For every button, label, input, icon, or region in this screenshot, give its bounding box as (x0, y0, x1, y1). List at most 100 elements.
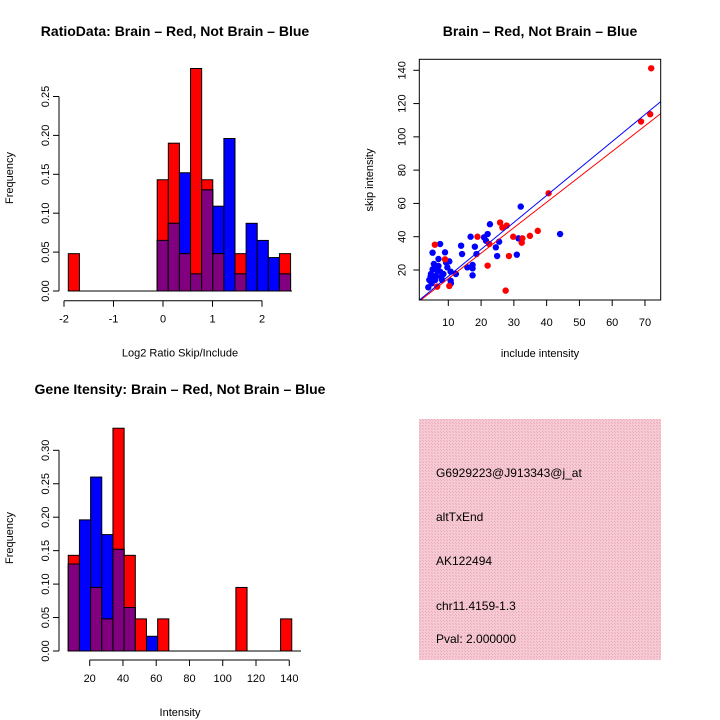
x-tick-label: 100 (214, 673, 232, 685)
y-axis-label: skip intensity (364, 148, 376, 211)
blue-point (429, 249, 436, 256)
overlap-bar (101, 618, 114, 652)
x-tick-label: -2 (59, 314, 69, 326)
blue-point (429, 266, 436, 273)
red-point (496, 219, 504, 226)
y-tick-label: 140 (396, 61, 408, 79)
x-tick-label: 60 (606, 317, 618, 329)
red-point (441, 256, 449, 263)
overlap-bar (278, 273, 292, 292)
hist-ratio-title: RatioData: Brain – Red, Not Brain – Blue (41, 23, 310, 39)
x-axis-label: Log2 Ratio Skip/Include (122, 348, 238, 360)
hist-intensity-panel: 0.00 0.05 0.10 0.15 0.20 0.25 0.30 20 40 60 80 100 1… (4, 427, 301, 719)
y-tick-label: 0.25 (40, 86, 52, 107)
red-point (647, 111, 654, 118)
overlap-bar (212, 253, 225, 292)
y-tick-label: 0.20 (40, 506, 52, 527)
red-point (502, 287, 509, 294)
x-tick-label: 0 (160, 314, 166, 326)
x-tick-label: 10 (442, 317, 454, 329)
y-tick-label: 0.00 (40, 640, 52, 661)
info-panel: G6929223@J913343@j_at altTxEnd AK122494 … (419, 419, 661, 660)
x-tick-label: 80 (183, 673, 195, 685)
red-point (647, 65, 655, 72)
x-tick-label: 120 (247, 673, 265, 685)
accession: AK122494 (436, 554, 492, 568)
blue-point (469, 272, 476, 279)
blue-bar (267, 257, 280, 292)
plot-frame (418, 58, 662, 301)
y-tick-label: 40 (396, 231, 408, 243)
blue-point (492, 244, 500, 251)
blue-point (435, 255, 442, 263)
blue-point (493, 252, 501, 260)
probe-id: G6929223@J913343@j_at (436, 466, 582, 480)
y-tick-label: 120 (396, 94, 408, 112)
x-axis-label: Intensity (160, 707, 201, 719)
overlap-bar (201, 189, 214, 292)
red-point (484, 262, 491, 269)
y-tick-label: 0.10 (40, 202, 52, 223)
y-tick-label: 0.15 (40, 540, 52, 561)
hist-intensity-title: Gene Itensity: Brain – Red, Not Brain – … (35, 381, 326, 397)
overlap-bar (67, 563, 80, 652)
red-point (526, 232, 534, 240)
blue-point (556, 230, 564, 238)
blue-point (440, 270, 447, 278)
red-point (534, 227, 541, 235)
y-tick-label: 0.25 (40, 473, 52, 494)
x-axis-label: include intensity (501, 348, 580, 360)
blue-point (467, 233, 474, 240)
y-tick-label: 100 (396, 128, 408, 146)
x-tick-label: 60 (150, 673, 162, 685)
x-tick-label: 70 (639, 317, 651, 329)
overlap-bar (167, 222, 180, 292)
overlap-bar (112, 548, 125, 652)
locus: chr11.4159-1.3 (436, 599, 516, 613)
red-point (518, 239, 525, 246)
y-tick-label: 0.05 (40, 607, 52, 628)
y-tick-label: 0.15 (40, 164, 52, 185)
overlap-bar (234, 273, 247, 292)
blue-point (486, 221, 494, 228)
red-bar (280, 618, 293, 652)
overlap-bar (123, 607, 136, 652)
red-point (431, 241, 439, 248)
red-point (637, 118, 645, 125)
blue-point (458, 250, 466, 258)
y-axis-label: Frequency (4, 152, 16, 204)
scatter-title: Brain – Red, Not Brain – Blue (443, 23, 638, 39)
red-bar (190, 67, 203, 292)
blue-point (513, 251, 521, 258)
red-point (510, 233, 517, 240)
y-tick-label: 20 (396, 264, 408, 276)
red-bar (235, 586, 248, 652)
x-tick-label: 140 (280, 673, 298, 685)
overlap-bar (190, 273, 203, 292)
y-tick-label: 80 (396, 164, 408, 176)
x-tick-label: 50 (573, 317, 585, 329)
red-bar (134, 618, 147, 652)
x-tick-label: 20 (84, 673, 96, 685)
blue-point (469, 265, 476, 272)
red-bar (157, 618, 170, 652)
blue-point (457, 242, 465, 249)
blue-bar (245, 222, 258, 292)
blue-point (517, 203, 524, 210)
x-tick-label: 40 (541, 317, 553, 329)
info-panel-background (419, 419, 661, 660)
overlap-bar (178, 253, 192, 292)
red-point (446, 282, 453, 290)
blue-point (444, 264, 451, 271)
pval: Pval: 2.000000 (436, 632, 516, 646)
blue-point (471, 243, 479, 250)
blue-point (436, 240, 444, 248)
y-tick-label: 0.20 (40, 125, 52, 146)
red-fit-line (420, 113, 661, 300)
overlap-bar (156, 239, 169, 292)
x-tick-label: 40 (117, 673, 129, 685)
x-tick-label: 30 (508, 317, 520, 329)
blue-point (438, 276, 446, 284)
blue-point (435, 262, 442, 270)
